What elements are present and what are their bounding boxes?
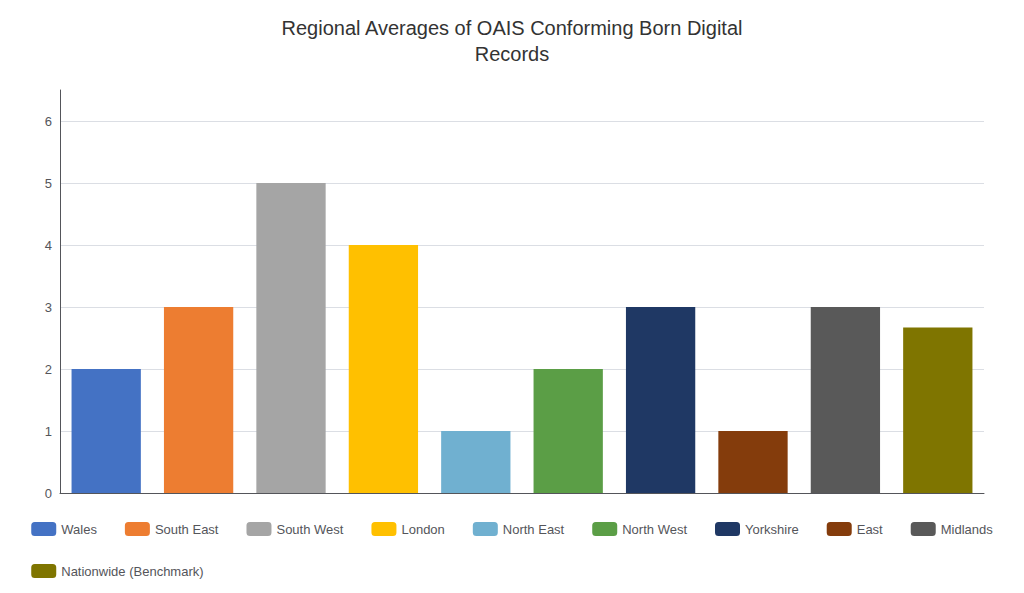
svg-text:Regional Averages of OAIS Conf: Regional Averages of OAIS Conforming Bor… — [282, 17, 743, 39]
svg-text:2: 2 — [45, 362, 52, 377]
svg-text:0: 0 — [45, 486, 52, 501]
svg-text:East: East — [857, 522, 883, 537]
svg-text:Midlands: Midlands — [941, 522, 994, 537]
svg-text:North East: North East — [503, 522, 565, 537]
svg-text:Nationwide (Benchmark): Nationwide (Benchmark) — [61, 564, 203, 579]
svg-text:Yorkshire: Yorkshire — [745, 522, 799, 537]
svg-text:London: London — [401, 522, 444, 537]
svg-text:5: 5 — [45, 176, 52, 191]
svg-text:Wales: Wales — [61, 522, 97, 537]
svg-text:Records: Records — [475, 43, 549, 65]
svg-text:North West: North West — [622, 522, 687, 537]
svg-text:South West: South West — [276, 522, 343, 537]
svg-text:3: 3 — [45, 300, 52, 315]
svg-text:6: 6 — [45, 114, 52, 129]
svg-text:1: 1 — [45, 424, 52, 439]
svg-text:4: 4 — [45, 238, 52, 253]
svg-text:South East: South East — [155, 522, 219, 537]
